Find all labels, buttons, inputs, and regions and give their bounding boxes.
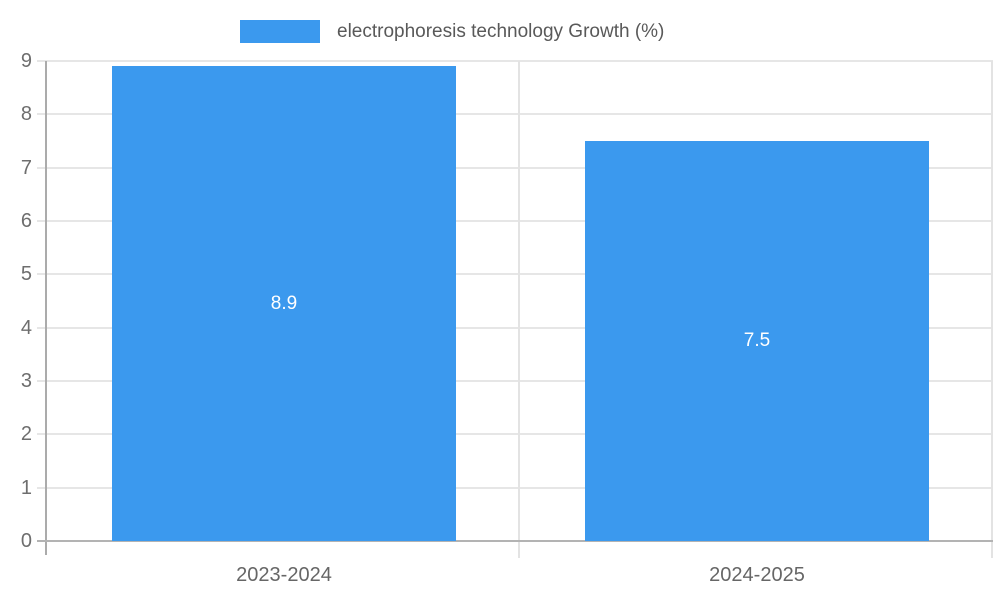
bar-value-label: 8.9 [270, 293, 298, 314]
y-axis-tick-label: 6 [20, 210, 32, 232]
y-axis-tick-label: 2 [20, 423, 32, 445]
gridline-y-5 [37, 273, 993, 275]
gridline-y-4 [37, 327, 993, 329]
gridline-y-3 [37, 380, 993, 382]
y-axis-tick-label: 1 [20, 477, 32, 499]
gridline-y-7 [37, 167, 993, 169]
legend-label: electrophoresis technology Growth (%) [337, 20, 665, 42]
bar-value-label: 7.5 [743, 330, 771, 351]
gridline-y-9 [37, 60, 993, 62]
gridline-y-1 [37, 487, 993, 489]
y-axis-tick-label: 9 [20, 50, 32, 72]
y-axis-tick-label: 8 [20, 103, 32, 125]
chart-legend: electrophoresis technology Growth (%) [240, 19, 664, 44]
gridline-y-8 [37, 113, 993, 115]
x-axis-line [37, 540, 993, 542]
bar-2023-2024 [112, 66, 456, 541]
x-axis-tick-label: 2023-2024 [236, 564, 332, 586]
y-axis-tick-label: 4 [20, 317, 32, 339]
y-axis-tick-label: 3 [20, 370, 32, 392]
y-axis-tick-label: 5 [20, 263, 32, 285]
legend-swatch [240, 20, 320, 43]
y-axis-tick-label: 7 [20, 157, 32, 179]
gridline-y-2 [37, 433, 993, 435]
y-axis-line [45, 61, 47, 555]
y-axis-tick-label: 0 [20, 530, 32, 552]
bar-2024-2025 [585, 141, 929, 541]
x-axis-tick-label: 2024-2025 [709, 564, 805, 586]
category-boundary-line [518, 61, 520, 558]
gridline-y-6 [37, 220, 993, 222]
category-boundary-line [991, 61, 993, 558]
